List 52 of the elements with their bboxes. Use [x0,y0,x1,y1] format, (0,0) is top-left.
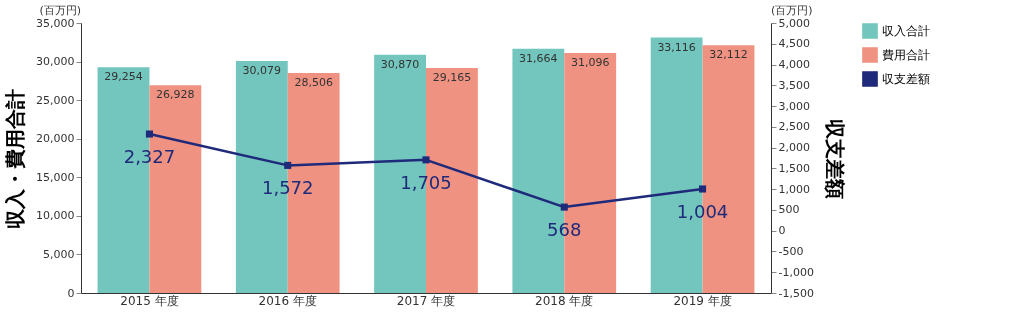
data-label: 1,705 [400,171,452,193]
y2-axis-title: 収支差額 [822,118,847,199]
y2-tick-label: 4,500 [778,37,810,51]
y-tick-label: 10,000 [36,209,75,223]
data-label: 29,254 [104,70,143,84]
x-tick-label: 2018 年度 [535,293,594,308]
text: (百万円) [39,4,81,17]
point [145,130,153,138]
data-label: 26,928 [156,88,195,102]
y2-tick-label: -500 [778,244,804,258]
y-tick-label: 5,000 [43,247,75,261]
point [284,161,292,169]
data-label: 32,112 [709,48,748,62]
point [699,185,707,193]
x-tick-label: 2019 年度 [673,293,732,308]
y-tick-label: 35,000 [36,16,75,30]
y-tick-label: 30,000 [36,55,75,69]
data-label: 33,116 [657,40,696,54]
data-label: 28,506 [294,76,333,90]
y-tick-label: 0 [67,286,75,300]
y2-tick-label: 3,000 [778,99,810,113]
data-label: 568 [547,219,582,241]
point [422,156,430,164]
data-label: 31,664 [519,51,558,65]
x-tick-label: 2017 年度 [396,293,456,308]
y2-tick-label: -1,000 [778,265,814,279]
data-label: 30,870 [380,57,420,71]
data-label: 29,165 [432,71,472,85]
y2-tick-label: 5,000 [778,16,810,30]
text: (百万円) [771,4,813,17]
y-axis-title: 収入・費用合計 [3,88,28,229]
y2-tick-label: 500 [778,203,800,217]
y2-tick-label: 2,500 [778,120,810,134]
y-tick-label: 15,000 [36,170,75,184]
y2-tick-label: 1,000 [778,182,810,196]
x-tick-label: 2015 年度 [120,293,179,308]
y2-tick-label: 0 [778,224,786,238]
legend-label: 収入合計 [882,24,930,38]
data-label: 1,572 [261,177,314,199]
y2-tick-label: -1,500 [778,286,814,300]
data-label: 30,079 [242,63,282,77]
y-tick-label: 20,000 [36,132,75,146]
data-label: 31,096 [570,56,610,70]
legend-label: 収支差額 [882,72,930,86]
y2-tick-label: 4,000 [778,58,810,72]
x-tick-label: 2016 年度 [258,293,317,308]
y2-tick-label: 1,500 [778,161,810,175]
y2-tick-label: 2,000 [778,141,810,155]
y2-tick-label: 3,500 [778,78,810,92]
legend-label: 費用合計 [882,48,930,62]
point [560,203,568,211]
y-tick-label: 25,000 [36,93,75,107]
